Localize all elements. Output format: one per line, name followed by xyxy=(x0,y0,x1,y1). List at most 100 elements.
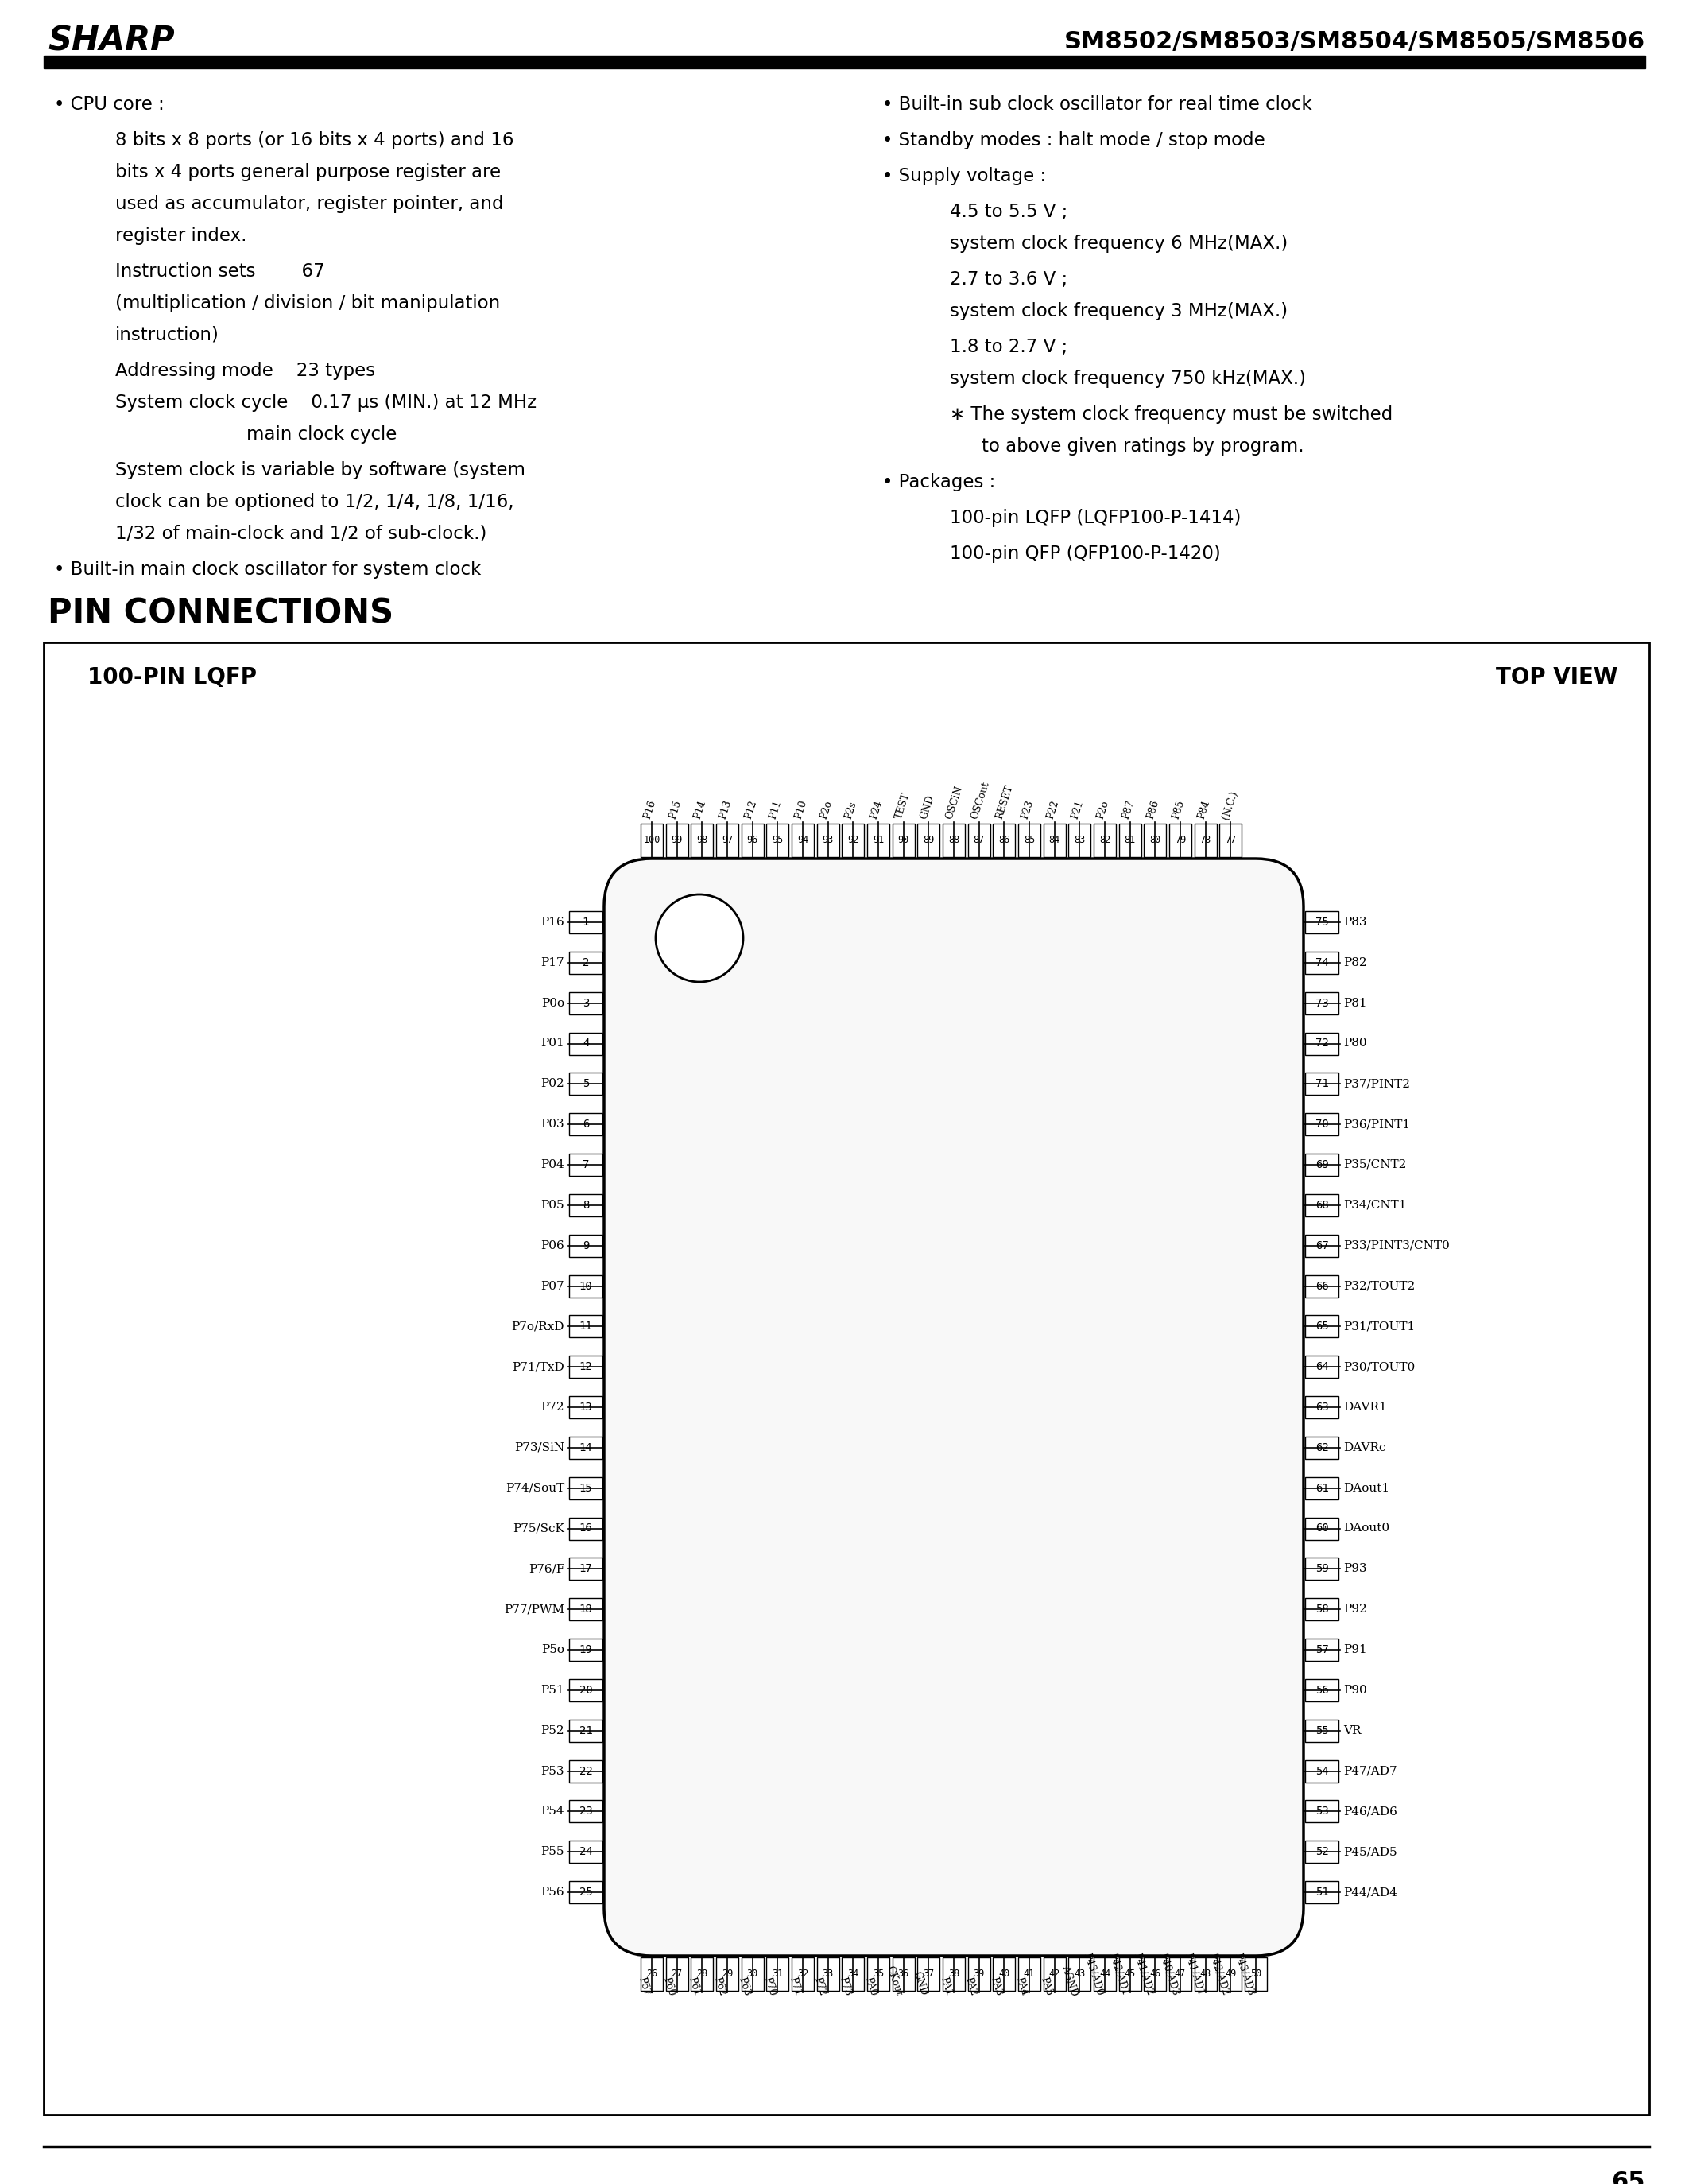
Text: P41/AD1: P41/AD1 xyxy=(1182,1952,1206,1996)
Bar xyxy=(1306,1356,1338,1378)
Bar xyxy=(993,1957,1015,1992)
Text: P21: P21 xyxy=(1069,799,1086,821)
Text: 34: 34 xyxy=(848,1970,858,1979)
Text: 100-PIN LQFP: 100-PIN LQFP xyxy=(88,666,257,688)
Text: OSCiN: OSCiN xyxy=(944,784,964,821)
Text: PA1: PA1 xyxy=(937,1977,954,1996)
Bar xyxy=(741,1957,763,1992)
Text: P13: P13 xyxy=(718,799,733,821)
Bar xyxy=(1306,1841,1338,1863)
Text: ∗ The system clock frequency must be switched: ∗ The system clock frequency must be swi… xyxy=(949,406,1393,424)
Text: 90: 90 xyxy=(899,834,909,845)
Text: 86: 86 xyxy=(998,834,1010,845)
Text: • CPU core :: • CPU core : xyxy=(54,96,164,114)
Bar xyxy=(1306,1396,1338,1417)
Bar xyxy=(691,823,713,856)
Text: P43/AD0: P43/AD0 xyxy=(1081,1952,1105,1996)
Text: PA2: PA2 xyxy=(963,1977,980,1996)
Bar xyxy=(1169,823,1191,856)
Text: P14: P14 xyxy=(692,799,708,821)
Text: P75/ScK: P75/ScK xyxy=(513,1522,564,1533)
Text: P52: P52 xyxy=(540,1725,564,1736)
Text: 89: 89 xyxy=(922,834,934,845)
Text: 79: 79 xyxy=(1174,834,1186,845)
Text: P33/PINT3/CNT0: P33/PINT3/CNT0 xyxy=(1343,1241,1449,1251)
Bar xyxy=(569,1275,603,1297)
Text: 83: 83 xyxy=(1074,834,1086,845)
Text: P2o: P2o xyxy=(817,799,834,821)
Text: P60: P60 xyxy=(660,1977,677,1996)
Bar xyxy=(741,823,763,856)
Bar xyxy=(1306,911,1338,933)
Text: 20: 20 xyxy=(579,1684,593,1695)
Text: 96: 96 xyxy=(747,834,758,845)
Text: 92: 92 xyxy=(848,834,858,845)
Text: DAout0: DAout0 xyxy=(1343,1522,1390,1533)
Text: 81: 81 xyxy=(1125,834,1135,845)
Bar xyxy=(817,1957,839,1992)
Text: 9: 9 xyxy=(583,1241,589,1251)
Bar xyxy=(1118,1957,1142,1992)
Bar xyxy=(569,992,603,1013)
Text: 1: 1 xyxy=(583,917,589,928)
Text: P90: P90 xyxy=(1343,1684,1366,1695)
Text: 50: 50 xyxy=(1250,1970,1262,1979)
Text: 58: 58 xyxy=(1316,1603,1329,1614)
Bar xyxy=(1143,823,1167,856)
Bar xyxy=(942,823,964,856)
Text: 72: 72 xyxy=(1316,1037,1329,1048)
Text: P5o: P5o xyxy=(540,1645,564,1655)
Text: P82: P82 xyxy=(1343,957,1366,968)
Text: 80: 80 xyxy=(1150,834,1160,845)
Bar xyxy=(1306,1719,1338,1741)
Bar xyxy=(569,1033,603,1055)
Text: P31/TOUT1: P31/TOUT1 xyxy=(1343,1321,1415,1332)
Text: 85: 85 xyxy=(1024,834,1035,845)
Text: 2: 2 xyxy=(583,957,589,968)
Bar xyxy=(569,1072,603,1094)
Text: 88: 88 xyxy=(948,834,959,845)
Text: 1/32 of main-clock and 1/2 of sub-clock.): 1/32 of main-clock and 1/2 of sub-clock.… xyxy=(115,524,486,544)
Bar xyxy=(1094,823,1116,856)
Bar xyxy=(917,1957,939,1992)
Text: 53: 53 xyxy=(1316,1806,1329,1817)
Bar xyxy=(1094,1957,1116,1992)
Text: 55: 55 xyxy=(1316,1725,1329,1736)
Text: P37/PINT2: P37/PINT2 xyxy=(1343,1079,1410,1090)
Bar xyxy=(1194,823,1216,856)
Text: 73: 73 xyxy=(1316,998,1329,1009)
Bar xyxy=(44,642,1648,2114)
Text: P92: P92 xyxy=(1343,1603,1366,1614)
Text: P62: P62 xyxy=(711,1977,728,1996)
Text: 100: 100 xyxy=(644,834,660,845)
Bar xyxy=(569,1760,603,1782)
Text: 63: 63 xyxy=(1316,1402,1329,1413)
Text: 98: 98 xyxy=(696,834,708,845)
Text: P0o: P0o xyxy=(540,998,564,1009)
Bar xyxy=(569,1880,603,1902)
Text: 10: 10 xyxy=(579,1280,593,1291)
Bar xyxy=(569,1476,603,1498)
Bar xyxy=(569,911,603,933)
Text: P83: P83 xyxy=(1343,917,1366,928)
Text: 11: 11 xyxy=(579,1321,593,1332)
Text: P71/TxD: P71/TxD xyxy=(512,1361,564,1372)
Text: P16: P16 xyxy=(642,799,657,821)
Text: P46/AD6: P46/AD6 xyxy=(1343,1806,1397,1817)
Text: 67: 67 xyxy=(1316,1241,1329,1251)
Text: (multiplication / division / bit manipulation: (multiplication / division / bit manipul… xyxy=(115,295,500,312)
Text: 13: 13 xyxy=(579,1402,593,1413)
Bar xyxy=(569,1800,603,1821)
Text: (N.C.): (N.C.) xyxy=(1221,788,1240,821)
Text: PIN CONNECTIONS: PIN CONNECTIONS xyxy=(47,596,394,629)
Bar xyxy=(1044,1957,1066,1992)
Text: P85: P85 xyxy=(1170,799,1186,821)
Text: 38: 38 xyxy=(948,1970,959,1979)
Text: 91: 91 xyxy=(873,834,883,845)
Text: P77/PWM: P77/PWM xyxy=(503,1603,564,1614)
Bar xyxy=(665,1957,687,1992)
Bar xyxy=(1306,1880,1338,1902)
Text: used as accumulator, register pointer, and: used as accumulator, register pointer, a… xyxy=(115,194,503,214)
Bar xyxy=(640,1957,662,1992)
Bar xyxy=(993,823,1015,856)
